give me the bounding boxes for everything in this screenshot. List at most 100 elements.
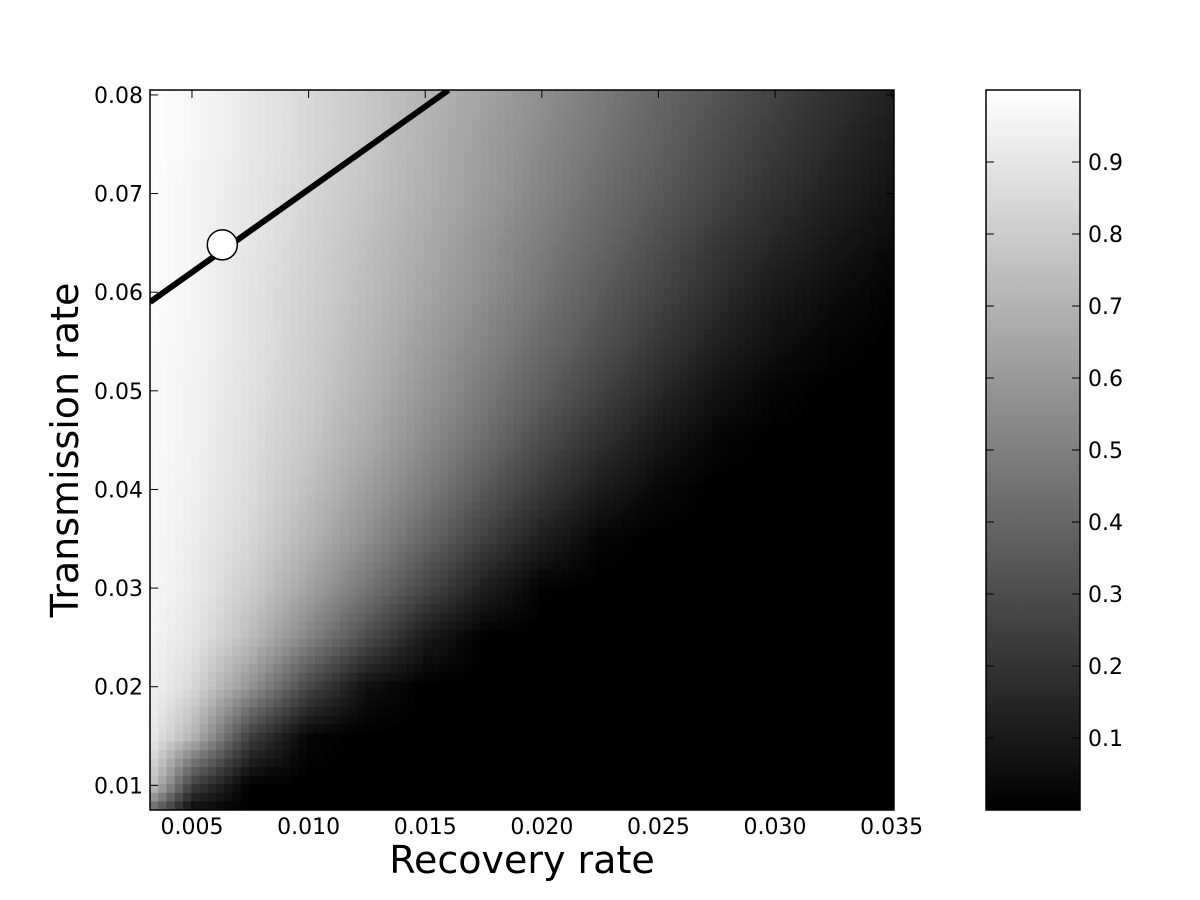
heatmap-cell [282,381,292,391]
heatmap-cell [687,304,697,314]
heatmap-cell [199,312,209,323]
heatmap-cell [819,484,829,494]
heatmap-cell [637,510,647,520]
heatmap-cell [579,167,589,177]
heatmap-cell [637,98,647,108]
heatmap-cell [249,501,259,511]
heatmap-cell [670,218,680,228]
heatmap-cell [373,415,383,425]
heatmap-cell [364,467,374,477]
heatmap-cell [646,150,655,160]
heatmap-cell [323,90,333,100]
heatmap-cell [778,132,788,143]
heatmap-cell [712,295,721,305]
heatmap-cell [596,484,606,494]
heatmap-cell [455,475,465,485]
heatmap-cell [836,295,845,305]
heatmap-cell [224,150,234,160]
heatmap-cell [513,278,523,288]
heatmap-cell [150,330,159,340]
heatmap-cell [431,355,440,365]
heatmap-cell [629,458,639,468]
heatmap-cell [761,338,771,348]
heatmap-cell [877,467,887,477]
heatmap-cell [406,244,416,254]
heatmap-cell [249,527,259,537]
heatmap-cell [885,475,894,485]
heatmap-cell [331,107,341,117]
heatmap-cell [852,552,862,563]
heatmap-cell [860,330,870,340]
heatmap-cell [860,475,870,485]
heatmap-cell [555,330,564,340]
heatmap-cell [439,544,449,554]
heatmap-cell [414,390,424,400]
heatmap-cell [298,150,308,160]
heatmap-cell [174,432,184,443]
heatmap-cell [389,381,399,391]
heatmap-cell [786,330,796,340]
heatmap-cell [695,492,705,503]
heatmap-cell [836,150,845,160]
heatmap-cell [439,312,449,323]
heatmap-cell [852,484,862,494]
heatmap-cell [579,304,589,314]
heatmap-cell [422,90,432,100]
heatmap-cell [232,501,242,511]
heatmap-cell [588,492,597,503]
heatmap-cell [662,218,672,228]
heatmap-cell [844,218,854,228]
heatmap-cell [472,184,482,194]
heatmap-cell [885,484,894,494]
heatmap-cell [166,115,176,125]
heatmap-cell [356,295,366,305]
heatmap-cell [232,270,242,280]
heatmap-cell [414,227,424,237]
heatmap-cell [455,390,465,400]
heatmap-cell [364,424,374,434]
heatmap-cell [406,107,416,117]
heatmap-cell [373,167,383,177]
heatmap-cell [216,475,225,485]
heatmap-cell [695,270,705,280]
heatmap-cell [654,544,664,554]
heatmap-cell [720,124,730,134]
heatmap-cell [703,175,713,185]
heatmap-cell [497,510,507,520]
heatmap-cell [571,432,581,443]
heatmap-cell [298,252,308,263]
heatmap-cell [637,492,647,503]
heatmap-cell [447,304,457,314]
heatmap-cell [629,107,639,117]
heatmap-cell [604,98,614,108]
heatmap-cell [298,535,308,545]
heatmap-cell [522,458,531,468]
heatmap-cell [720,510,730,520]
heatmap-cell [191,201,201,211]
heatmap-cell [803,415,812,425]
heatmap-cell [736,450,746,460]
heatmap-cell [290,124,300,134]
heatmap-cell [406,167,416,177]
heatmap-cell [563,210,573,220]
heatmap-cell [827,124,837,134]
heatmap-cell [563,98,573,108]
heatmap-cell [240,527,250,537]
heatmap-cell [298,475,308,485]
heatmap-cell [183,347,192,357]
heatmap-cell [216,330,225,340]
heatmap-cell [240,244,250,254]
heatmap-cell [340,312,349,323]
heatmap-cell [844,492,854,503]
heatmap-cell [298,390,308,400]
heatmap-cell [703,158,713,168]
heatmap-cell [778,201,788,211]
heatmap-cell [298,467,308,477]
heatmap-cell [488,338,498,348]
heatmap-cell [513,167,523,177]
heatmap-cell [522,467,531,477]
heatmap-cell [687,201,697,211]
heatmap-cell [455,218,465,228]
heatmap-cell [844,484,854,494]
